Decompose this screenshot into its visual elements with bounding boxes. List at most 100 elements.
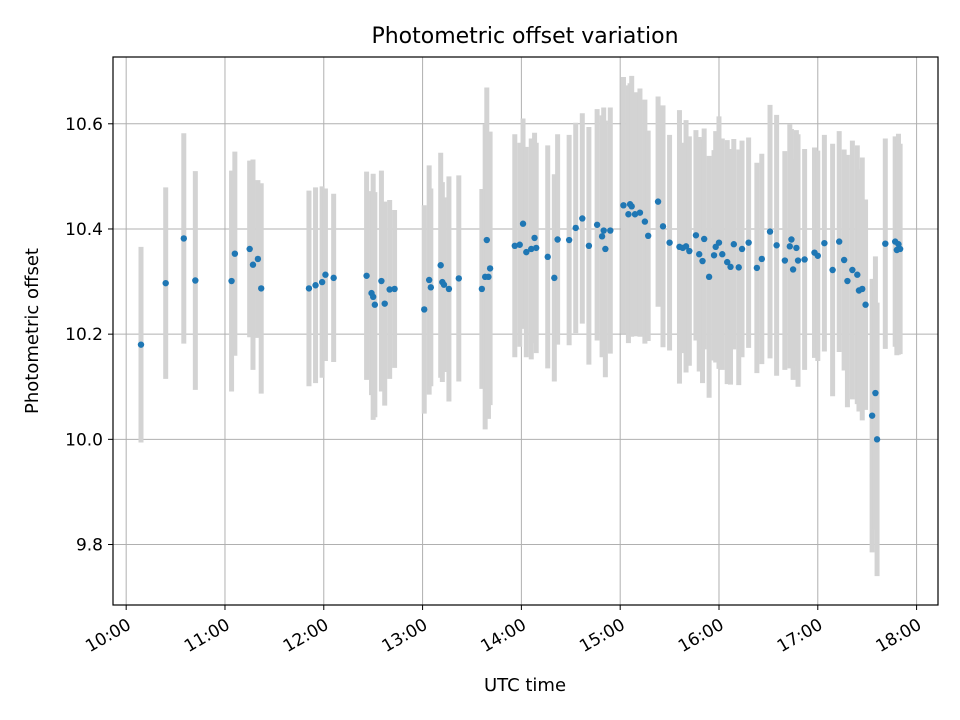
data-point xyxy=(440,281,448,288)
data-point xyxy=(551,274,558,282)
data-point xyxy=(686,247,693,255)
data-point xyxy=(312,282,319,289)
data-point xyxy=(699,257,706,265)
data-point xyxy=(519,220,527,227)
data-point xyxy=(859,285,866,293)
data-point xyxy=(137,341,145,348)
data-point xyxy=(180,235,188,242)
data-point xyxy=(516,241,523,248)
data-point xyxy=(486,265,494,272)
data-point xyxy=(427,284,435,291)
data-point xyxy=(531,234,538,242)
data-point xyxy=(579,215,586,222)
data-point xyxy=(483,236,491,244)
data-point xyxy=(786,243,793,250)
data-point xyxy=(455,275,463,282)
data-point xyxy=(692,232,700,239)
data-point xyxy=(600,227,607,234)
y-tick-label: 10.6 xyxy=(65,115,103,135)
data-point xyxy=(766,228,774,235)
data-point xyxy=(700,235,708,243)
data-point xyxy=(789,266,797,273)
data-point xyxy=(231,250,239,257)
data-point xyxy=(682,243,690,250)
data-point xyxy=(793,244,800,252)
data-point xyxy=(666,239,673,246)
data-point xyxy=(758,255,766,263)
data-point xyxy=(705,273,713,281)
y-tick-label: 10.0 xyxy=(65,430,103,450)
data-point xyxy=(386,286,393,293)
data-point xyxy=(162,279,169,287)
data-point xyxy=(801,256,808,263)
data-point xyxy=(873,436,881,443)
data-point xyxy=(844,277,851,285)
data-point xyxy=(425,276,433,284)
data-point xyxy=(192,277,199,284)
data-point xyxy=(544,253,551,261)
data-point xyxy=(644,232,652,240)
y-tick-label: 9.8 xyxy=(76,536,103,556)
data-point xyxy=(654,198,662,205)
chart-title: Photometric offset variation xyxy=(371,24,678,49)
data-point xyxy=(835,238,843,245)
data-point xyxy=(533,244,540,252)
data-point xyxy=(641,218,649,225)
y-tick-label: 10.4 xyxy=(65,220,103,240)
data-point xyxy=(625,211,632,218)
data-point xyxy=(363,272,370,279)
data-point xyxy=(724,258,731,266)
data-point xyxy=(246,245,253,253)
data-point xyxy=(523,248,530,256)
data-point xyxy=(598,233,606,240)
data-point xyxy=(631,211,639,218)
data-point xyxy=(378,277,385,285)
data-point xyxy=(249,261,257,268)
data-point xyxy=(565,236,573,244)
data-point xyxy=(371,301,379,308)
data-point xyxy=(607,227,614,234)
data-point xyxy=(781,257,789,264)
data-point xyxy=(794,257,802,264)
data-point xyxy=(659,223,667,230)
data-point xyxy=(854,271,861,278)
data-point xyxy=(840,256,848,264)
data-point xyxy=(585,242,593,250)
data-point xyxy=(735,264,742,271)
data-point xyxy=(511,242,518,250)
data-point xyxy=(696,251,703,258)
data-point xyxy=(788,236,795,243)
data-point xyxy=(593,221,601,228)
data-point xyxy=(730,241,738,248)
data-point xyxy=(868,412,876,419)
data-point xyxy=(753,264,761,272)
data-point xyxy=(381,300,388,307)
data-point xyxy=(814,252,821,259)
data-points xyxy=(137,198,904,443)
data-point xyxy=(715,239,723,246)
data-point xyxy=(254,255,262,263)
data-point xyxy=(318,278,326,286)
data-point xyxy=(330,274,337,282)
data-point xyxy=(554,236,561,243)
data-point xyxy=(437,262,444,269)
data-point xyxy=(485,273,492,281)
data-point xyxy=(862,301,869,308)
y-tick-label: 10.2 xyxy=(65,325,103,345)
plot-frame xyxy=(112,56,939,606)
data-point xyxy=(745,239,752,246)
data-point xyxy=(228,277,235,285)
data-point xyxy=(258,285,265,292)
data-point xyxy=(305,285,313,292)
data-point xyxy=(896,245,904,253)
data-point xyxy=(773,242,780,249)
data-point xyxy=(636,209,644,216)
data-point xyxy=(829,266,836,274)
data-point xyxy=(849,266,856,274)
data-point xyxy=(882,240,889,247)
data-point xyxy=(322,271,329,278)
data-point xyxy=(421,306,428,313)
y-axis-label: Photometric offset xyxy=(22,248,43,414)
data-point xyxy=(821,239,828,247)
